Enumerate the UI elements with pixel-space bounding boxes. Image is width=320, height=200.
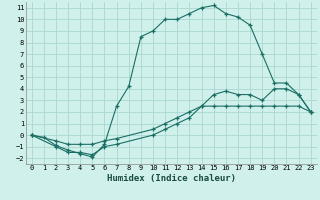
X-axis label: Humidex (Indice chaleur): Humidex (Indice chaleur) (107, 174, 236, 183)
